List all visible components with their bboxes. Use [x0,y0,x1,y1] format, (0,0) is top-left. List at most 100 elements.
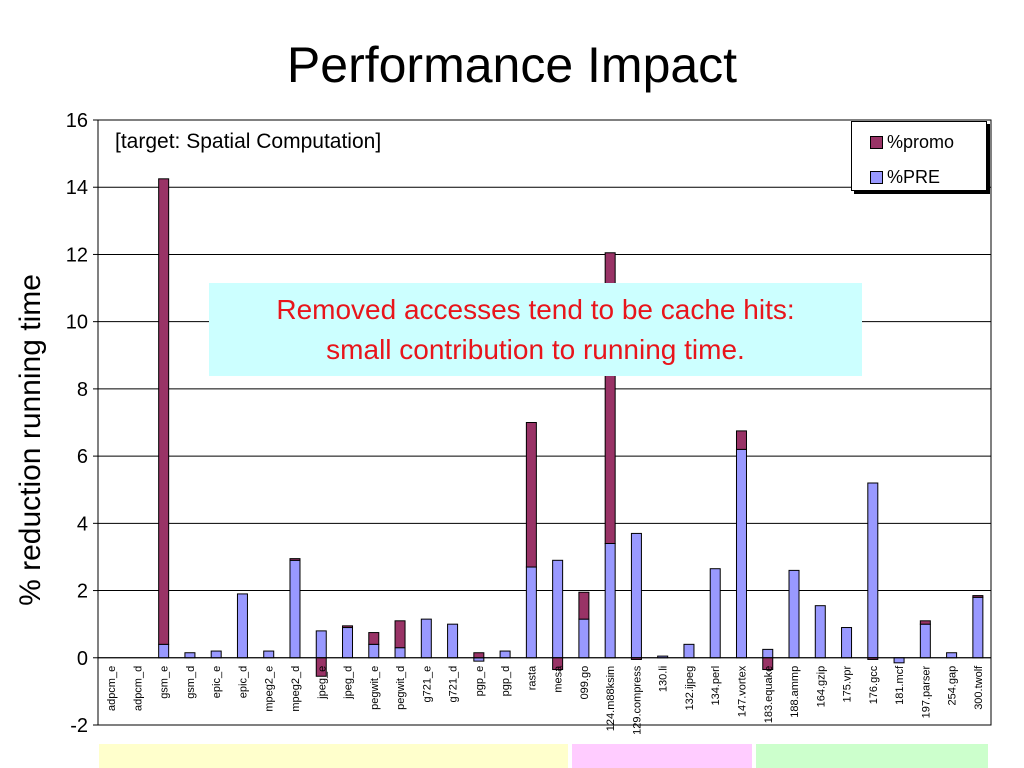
x-tick-label: pgp_e [474,666,486,697]
x-tick-label: gsm_d [185,666,197,699]
x-tick-label: mpeg2_e [264,666,276,712]
bar-pre [604,543,616,659]
x-tick-label: 175.vpr [842,665,854,702]
legend-label-promo: %promo [887,132,955,152]
bar-pre [447,623,459,659]
x-tick-label: rasta [526,665,538,690]
x-tick-label: adpcm_e [106,666,118,711]
x-tick-label: gsm_e [159,666,171,699]
bar-pre [473,657,485,662]
x-tick-label: mpeg2_d [290,666,302,712]
bar-pre [552,559,564,659]
legend: %promo %PRE [851,121,987,191]
y-tick-label: 10 [66,312,88,334]
bar-pre [841,627,853,659]
plot-area [97,119,992,726]
x-tick-label: 197.parser [920,665,932,718]
bar-promo [158,178,170,645]
bar-pre [184,652,196,659]
bar-pre [578,618,590,659]
x-tick-label: 183.equake [763,666,775,724]
legend-label-pre: %PRE [887,167,941,187]
bar-promo [919,620,931,625]
bar-pre [236,593,248,659]
bar-pre [788,569,800,659]
bar-pre [263,650,275,659]
x-tick-label: g721_e [421,666,433,703]
bar-pre [867,482,879,659]
bar-promo [525,422,537,568]
callout-line-1: Removed accesses tend to be cache hits: [276,294,795,325]
x-tick-label: pegwit_e [369,666,381,710]
x-tick-label: 147.vortex [736,665,748,717]
callout-line-2: small contribution to running time. [326,334,745,365]
x-tick-label: jpeg_d [343,666,355,700]
bar-pre [342,627,354,659]
bar-pre [499,650,511,659]
x-tick-label: jpeg_e [316,666,328,700]
bar-pre [762,648,774,659]
y-tick-label: 16 [66,110,88,132]
y-tick-label: 4 [77,513,88,535]
bar-pre [683,643,695,659]
bar-pre [289,559,301,659]
x-tick-label: 099.go [579,666,591,700]
bar-pre [919,623,931,659]
y-axis-ticks: -2 0 2 4 6 8 10 12 14 16 [66,110,98,737]
legend-swatch-promo [870,136,883,149]
x-tick-label: 181.mcf [894,665,906,705]
y-tick-label: -2 [70,715,88,737]
y-tick-label: 2 [77,581,88,603]
bar-promo [473,652,485,659]
legend-swatch-pre [870,171,883,184]
x-tick-label: pegwit_d [395,666,407,710]
x-tick-label: adpcm_d [132,666,144,711]
x-tick-label: 254.gap [947,666,959,706]
x-tick-label: 129.compress [631,665,643,735]
x-tick-label: 124.m88ksim [605,666,617,731]
bars [158,178,984,677]
bar-promo [604,252,616,544]
x-tick-label: mesa [553,665,565,693]
x-tick-label: 164.gzip [815,666,827,708]
callout-box: Removed accesses tend to be cache hits: … [209,283,862,376]
x-tick-label: 188.ammp [789,666,801,718]
bar-pre [893,657,905,664]
category-group-band-media [99,744,568,768]
bar-promo [394,620,406,649]
bar-pre [525,566,537,659]
category-group-band-int95 [571,744,752,768]
bar-promo [972,595,984,598]
bar-pre [814,605,826,659]
x-tick-label: 134.perl [710,666,722,706]
y-tick-label: 14 [66,177,88,199]
bar-pre [394,647,406,659]
bar-pre [946,652,958,659]
y-tick-label: 8 [77,379,88,401]
x-tick-label: epic_d [237,666,249,698]
legend-item-pre: %PRE [870,167,940,188]
bar-pre [368,643,380,659]
slide-title: Performance Impact [286,37,738,93]
bar-promo [289,558,301,561]
bar-pre [315,630,327,659]
bar-pre [630,532,642,659]
bar-promo [578,591,590,620]
bar-pre [972,596,984,659]
bar-pre [709,568,721,659]
y-tick-label: 12 [66,244,88,266]
y-tick-label: 6 [77,446,88,468]
x-tick-label: 132.ijpeg [684,666,696,711]
bar-promo [368,632,380,645]
x-tick-label: 130.li [658,666,670,692]
x-tick-label: 300.twolf [973,665,985,710]
bar-pre [210,650,222,659]
target-note: [target: Spatial Computation] [115,130,382,153]
x-tick-label: epic_e [211,666,223,698]
category-group-band-int2000 [755,744,988,768]
x-axis-labels: adpcm_e adpcm_d gsm_e gsm_d epic_e epic_d mpeg… [106,665,985,735]
bar-pre [158,643,170,659]
x-tick-label: 176.gcc [868,665,880,704]
legend-item-promo: %promo [870,132,954,153]
